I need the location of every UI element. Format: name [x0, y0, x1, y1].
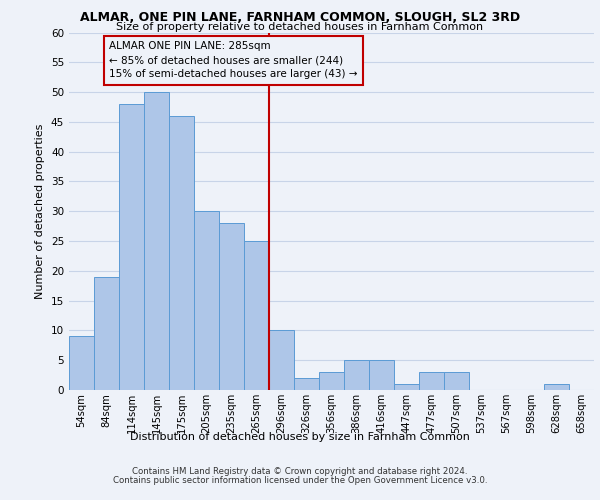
- Y-axis label: Number of detached properties: Number of detached properties: [35, 124, 46, 299]
- Bar: [69, 336, 94, 390]
- Bar: [219, 223, 244, 390]
- Bar: [544, 384, 569, 390]
- Bar: [319, 372, 344, 390]
- Bar: [119, 104, 144, 390]
- Bar: [344, 360, 369, 390]
- Text: ALMAR, ONE PIN LANE, FARNHAM COMMON, SLOUGH, SL2 3RD: ALMAR, ONE PIN LANE, FARNHAM COMMON, SLO…: [80, 11, 520, 24]
- Bar: [394, 384, 419, 390]
- Text: Contains public sector information licensed under the Open Government Licence v3: Contains public sector information licen…: [113, 476, 487, 485]
- Text: Size of property relative to detached houses in Farnham Common: Size of property relative to detached ho…: [116, 22, 484, 32]
- Bar: [144, 92, 169, 390]
- Bar: [94, 277, 119, 390]
- Bar: [294, 378, 319, 390]
- Bar: [269, 330, 294, 390]
- Bar: [169, 116, 194, 390]
- Text: ALMAR ONE PIN LANE: 285sqm
← 85% of detached houses are smaller (244)
15% of sem: ALMAR ONE PIN LANE: 285sqm ← 85% of deta…: [109, 42, 358, 80]
- Bar: [244, 241, 269, 390]
- Bar: [419, 372, 444, 390]
- Bar: [194, 211, 219, 390]
- Text: Distribution of detached houses by size in Farnham Common: Distribution of detached houses by size …: [130, 432, 470, 442]
- Text: Contains HM Land Registry data © Crown copyright and database right 2024.: Contains HM Land Registry data © Crown c…: [132, 467, 468, 476]
- Bar: [444, 372, 469, 390]
- Bar: [369, 360, 394, 390]
